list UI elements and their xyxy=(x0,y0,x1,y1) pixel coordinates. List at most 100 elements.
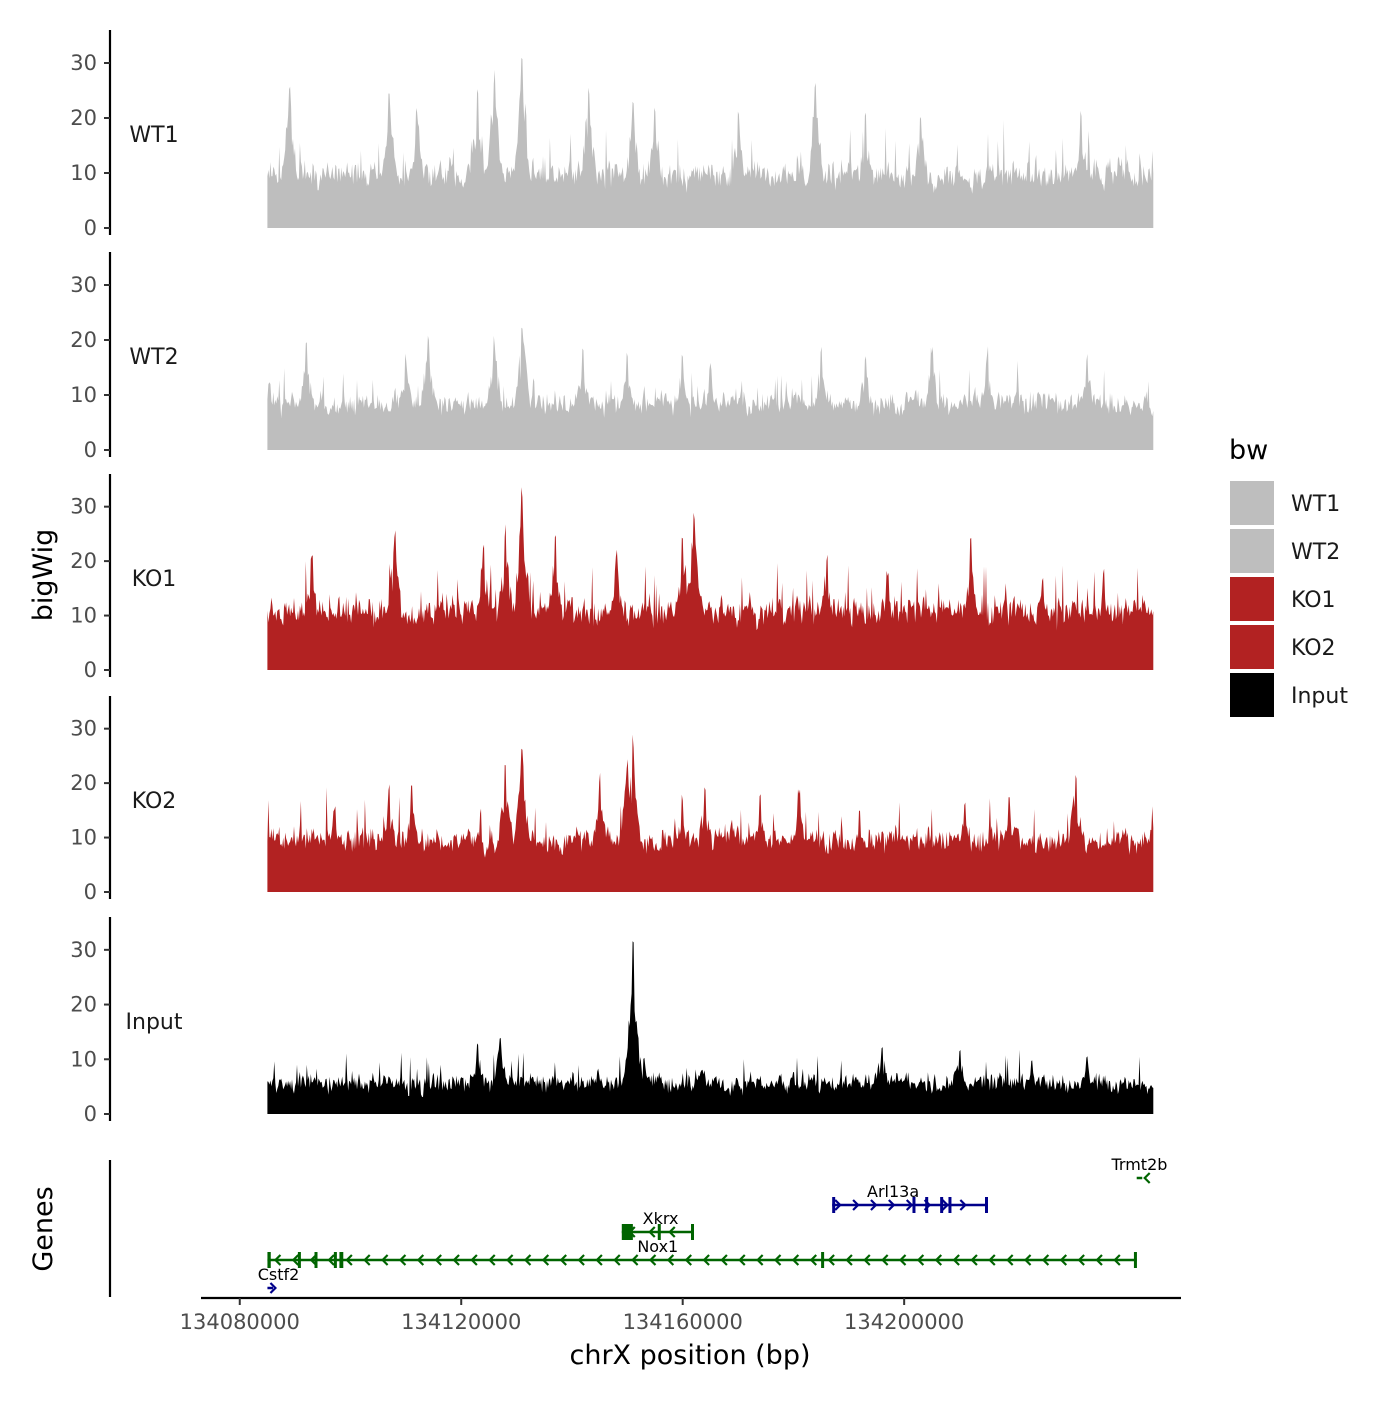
gene-exon xyxy=(940,1197,944,1213)
strand-arrow xyxy=(452,1254,460,1266)
strand-arrow xyxy=(988,1254,996,1266)
y-axis-title: bigWig xyxy=(28,529,59,622)
gene-exon xyxy=(657,1224,661,1240)
gene-exon xyxy=(267,1252,271,1268)
strand-arrow xyxy=(934,1254,943,1266)
strand-arrow xyxy=(905,1199,914,1211)
gene-exon xyxy=(985,1197,988,1213)
track-label-ko1: KO1 xyxy=(132,567,177,592)
strand-arrow xyxy=(827,1254,835,1266)
gene-label-arl13a: Arl13a xyxy=(867,1182,919,1201)
strand-arrow xyxy=(1095,1254,1103,1266)
gene-exon xyxy=(333,1252,337,1268)
gene-exon xyxy=(621,1224,633,1240)
strand-arrow xyxy=(363,1254,371,1266)
y-tick-label: 30 xyxy=(70,938,97,962)
strand-arrow xyxy=(541,1254,550,1266)
track-label-ko2: KO2 xyxy=(132,789,177,814)
strand-arrow xyxy=(1006,1254,1014,1266)
legend-label-ko1: KO1 xyxy=(1291,588,1336,613)
strand-arrow xyxy=(523,1254,532,1266)
y-tick-label: 20 xyxy=(70,993,97,1017)
strand-arrow xyxy=(577,1254,585,1266)
y-tick-label: 0 xyxy=(84,658,97,682)
gene-nox1: Nox1 xyxy=(267,1237,1137,1268)
track-wt2: 0 10 20 30 WT2 xyxy=(70,252,1154,462)
strand-arrow xyxy=(959,1199,967,1211)
y-tick-label: 30 xyxy=(70,495,97,519)
legend-swatch-wt2 xyxy=(1230,529,1274,573)
strand-arrow xyxy=(648,1254,657,1266)
strand-arrow xyxy=(684,1254,692,1266)
strand-arrow xyxy=(870,1199,878,1211)
genes-axis-title: Genes xyxy=(28,1186,59,1271)
strand-arrow xyxy=(970,1254,978,1266)
strand-arrow xyxy=(470,1254,478,1266)
y-tick-label: 10 xyxy=(70,161,97,185)
y-tick-label: 0 xyxy=(84,1102,97,1126)
legend-swatch-input xyxy=(1230,673,1274,717)
gene-arl13a: Arl13a xyxy=(832,1182,988,1213)
track-wt1: 0 10 20 30 WT1 xyxy=(70,30,1154,240)
strand-arrow xyxy=(1143,1172,1151,1184)
gene-label-cstf2: Cstf2 xyxy=(258,1265,300,1284)
gene-exon xyxy=(948,1197,952,1213)
strand-arrow xyxy=(863,1254,871,1266)
strand-arrow xyxy=(434,1254,442,1266)
y-tick-label: 0 xyxy=(84,438,97,462)
gene-exon xyxy=(821,1252,825,1268)
track-label-wt1: WT1 xyxy=(129,123,178,148)
y-tick-label: 30 xyxy=(70,51,97,75)
strand-arrow xyxy=(309,1254,317,1266)
strand-arrow xyxy=(1023,1254,1032,1266)
y-tick-label: 20 xyxy=(70,106,97,130)
strand-arrow xyxy=(881,1254,889,1266)
coverage-area-ko2 xyxy=(267,734,1154,892)
strand-arrow xyxy=(941,1199,950,1211)
coverage-area-wt2 xyxy=(267,327,1154,450)
gene-track: Cstf2 Nox1 Xkrx Arl13a Trmt2b xyxy=(108,1155,1167,1297)
strand-arrow xyxy=(809,1254,818,1266)
legend: bw WT1 WT2 KO1 KO2 Input xyxy=(1229,435,1348,717)
strand-arrow xyxy=(888,1199,896,1211)
gene-exon xyxy=(832,1197,836,1213)
strand-arrow xyxy=(666,1254,675,1266)
track-label-wt2: WT2 xyxy=(129,345,178,370)
legend-swatch-ko1 xyxy=(1230,577,1274,621)
x-axis: 134080000 134120000 134160000 134200000 xyxy=(180,1296,1181,1334)
strand-arrow xyxy=(416,1254,425,1266)
legend-label-ko2: KO2 xyxy=(1291,636,1336,661)
gene-label-xkrx: Xkrx xyxy=(643,1209,679,1228)
strand-arrow xyxy=(381,1254,389,1266)
y-tick-label: 30 xyxy=(70,273,97,297)
y-tick-label: 10 xyxy=(70,1047,97,1071)
strand-arrow xyxy=(648,1226,656,1238)
gene-exon xyxy=(339,1252,344,1268)
strand-arrow xyxy=(702,1254,710,1266)
legend-swatch-wt1 xyxy=(1230,481,1274,525)
strand-arrow xyxy=(559,1254,567,1266)
legend-label-input: Input xyxy=(1291,684,1348,709)
gene-exon xyxy=(1133,1252,1137,1268)
y-tick-label: 20 xyxy=(70,771,97,795)
strand-arrow xyxy=(273,1254,282,1266)
x-tick-label: 134080000 xyxy=(180,1310,300,1334)
coverage-tracks: 0 10 20 30 WT1 0 10 20 30 WT2 0 10 20 30 KO1 0 10 20 30 KO2… xyxy=(70,30,1154,1126)
strand-arrow xyxy=(756,1254,764,1266)
x-axis-title: chrX position (bp) xyxy=(569,1340,810,1371)
gene-exon xyxy=(314,1252,318,1268)
coverage-area-input xyxy=(267,941,1154,1114)
y-tick-label: 10 xyxy=(70,604,97,628)
y-tick-label: 20 xyxy=(70,328,97,352)
gene-exon xyxy=(691,1224,694,1240)
strand-arrow xyxy=(1113,1254,1121,1266)
strand-arrow xyxy=(1077,1254,1085,1266)
y-tick-label: 0 xyxy=(84,216,97,240)
strand-arrow xyxy=(1041,1254,1050,1266)
strand-arrow xyxy=(916,1254,925,1266)
legend-swatch-ko2 xyxy=(1230,625,1274,669)
strand-arrow xyxy=(631,1254,639,1266)
strand-arrow xyxy=(327,1254,335,1266)
